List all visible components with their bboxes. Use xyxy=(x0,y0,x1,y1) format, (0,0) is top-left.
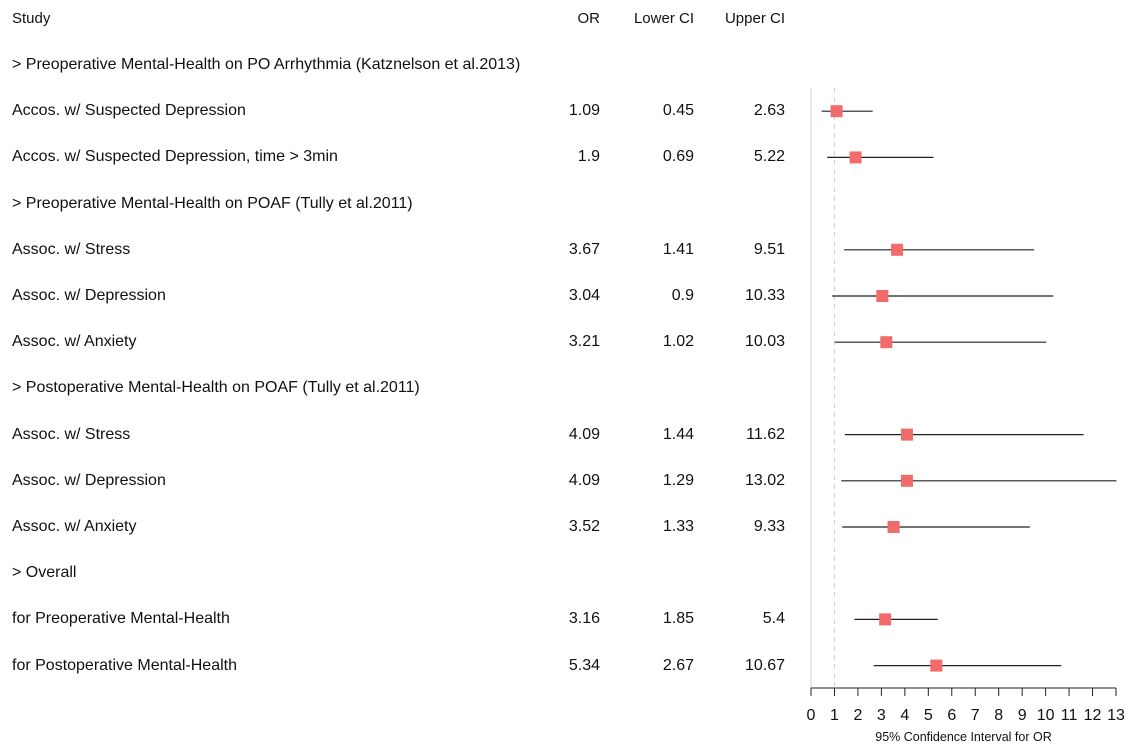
upper-ci-value: 10.03 xyxy=(744,333,785,351)
or-value: 4.09 xyxy=(568,425,600,443)
or-value: 3.52 xyxy=(568,518,600,535)
or-marker xyxy=(876,290,889,302)
or-value: 1.9 xyxy=(577,148,600,166)
upper-ci-value: 11.62 xyxy=(746,425,785,443)
x-tick-label: 10 xyxy=(1037,707,1055,724)
or-marker xyxy=(900,428,913,441)
study-label: for Postoperative Mental-Health xyxy=(12,656,237,674)
header-or: OR xyxy=(577,10,601,27)
x-tick-label: 6 xyxy=(947,707,956,724)
upper-ci-value: 10.33 xyxy=(744,287,785,304)
lower-ci-value: 0.9 xyxy=(671,287,694,304)
x-tick-label: 3 xyxy=(877,707,886,724)
lower-ci-value: 1.02 xyxy=(662,333,694,351)
or-value: 1.09 xyxy=(568,102,600,120)
lower-ci-value: 2.67 xyxy=(662,656,694,674)
study-label: Assoc. w/ Anxiety xyxy=(12,333,137,351)
x-tick-label: 11 xyxy=(1061,707,1078,724)
group-label: > Preoperative Mental-Health on POAF (Tu… xyxy=(12,194,413,212)
lower-ci-value: 1.33 xyxy=(662,518,694,535)
or-value: 3.67 xyxy=(568,240,600,258)
x-axis-label: 95% Confidence Interval for OR xyxy=(875,730,1051,744)
upper-ci-value: 2.63 xyxy=(753,102,785,120)
lower-ci-value: 1.41 xyxy=(662,240,694,258)
group-label: > Overall xyxy=(12,564,77,582)
lower-ci-value: 0.45 xyxy=(662,102,694,120)
study-label: Assoc. w/ Stress xyxy=(12,240,131,258)
x-tick-label: 8 xyxy=(994,707,1003,724)
or-value: 3.04 xyxy=(568,287,600,304)
x-tick-label: 4 xyxy=(900,707,909,724)
header-lower-ci: Lower CI xyxy=(633,10,694,27)
x-tick-label: 0 xyxy=(807,707,816,724)
or-marker xyxy=(891,243,904,256)
upper-ci-value: 13.02 xyxy=(744,471,785,489)
or-marker xyxy=(879,613,892,626)
or-marker xyxy=(880,336,893,349)
upper-ci-value: 5.4 xyxy=(762,610,785,628)
or-marker xyxy=(887,521,900,533)
forest-table: Study OR Lower CI Upper CI > Preoperativ… xyxy=(12,10,785,674)
or-marker xyxy=(900,474,913,487)
header-study: Study xyxy=(12,10,51,27)
x-tick-label: 13 xyxy=(1107,707,1125,724)
x-tick-label: 7 xyxy=(971,707,980,724)
or-marker xyxy=(930,659,943,672)
lower-ci-value: 1.29 xyxy=(662,471,694,489)
group-label: > Postoperative Mental-Health on POAF (T… xyxy=(12,379,420,397)
upper-ci-value: 9.33 xyxy=(753,518,785,535)
study-label: Assoc. w/ Anxiety xyxy=(12,518,137,535)
study-label: Accos. w/ Suspected Depression xyxy=(12,102,246,120)
or-marker xyxy=(849,151,862,164)
study-label: Assoc. w/ Stress xyxy=(12,425,131,443)
header-upper-ci: Upper CI xyxy=(724,10,785,27)
study-label: Assoc. w/ Depression xyxy=(12,471,166,489)
or-value: 5.34 xyxy=(568,656,600,674)
or-value: 3.16 xyxy=(568,610,600,628)
upper-ci-value: 9.51 xyxy=(753,240,785,258)
x-tick-label: 12 xyxy=(1084,707,1102,724)
or-marker xyxy=(830,105,843,118)
group-label: > Preoperative Mental-Health on PO Arrhy… xyxy=(12,56,521,73)
x-tick-label: 9 xyxy=(1018,707,1027,724)
lower-ci-value: 1.44 xyxy=(662,425,694,443)
lower-ci-value: 1.85 xyxy=(662,610,694,628)
study-label: Accos. w/ Suspected Depression, time > 3… xyxy=(12,148,338,166)
upper-ci-value: 10.67 xyxy=(744,656,785,674)
upper-ci-value: 5.22 xyxy=(753,148,785,166)
lower-ci-value: 0.69 xyxy=(662,148,694,166)
x-tick-label: 1 xyxy=(830,707,839,724)
x-tick-label: 5 xyxy=(924,707,933,724)
study-label: Assoc. w/ Depression xyxy=(12,287,166,304)
or-value: 3.21 xyxy=(568,333,600,351)
x-tick-label: 2 xyxy=(853,707,862,724)
or-value: 4.09 xyxy=(568,471,600,489)
study-label: for Preoperative Mental-Health xyxy=(12,610,230,628)
